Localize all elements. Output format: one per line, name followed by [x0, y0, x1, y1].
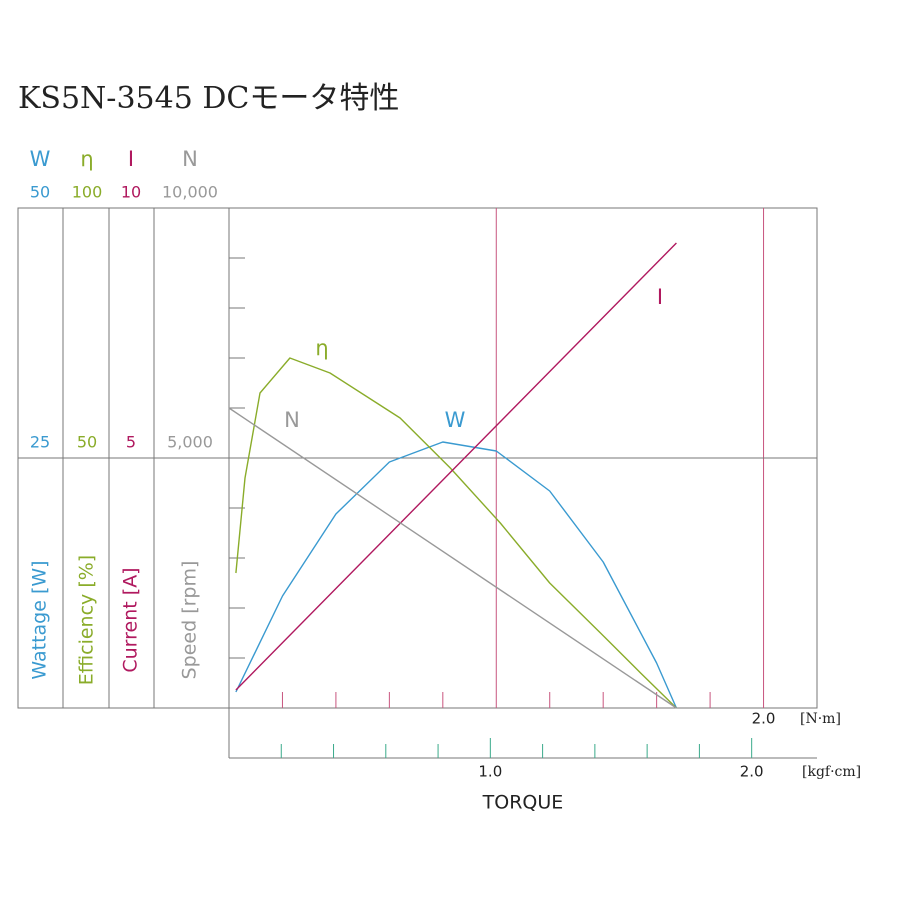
y-tick-label: 50 — [77, 433, 97, 452]
axis-label: Speed [rpm] — [179, 561, 201, 680]
series-line — [235, 441, 678, 709]
y-tick-label: 50 — [30, 183, 50, 202]
series-line — [235, 357, 677, 709]
chart-title: KS5N-3545 DCモータ特性 — [18, 81, 399, 116]
axis-symbol: η — [80, 147, 93, 171]
y-tick-label: 10 — [121, 183, 141, 202]
x-axis-label: TORQUE — [482, 792, 564, 814]
series-label: W — [445, 408, 466, 432]
axis-label: Efficiency [%] — [76, 555, 98, 685]
y-tick-label: 10,000 — [162, 183, 218, 202]
series-label: η — [315, 336, 328, 360]
series-label: I — [657, 285, 663, 309]
x-tick-label: 2.0 — [752, 710, 776, 728]
axis-symbol: W — [30, 147, 51, 171]
axis-symbol: N — [182, 147, 198, 171]
x-tick-label: 2.0 — [740, 763, 764, 781]
x-unit: [N·m] — [800, 711, 841, 727]
y-tick-label: 25 — [30, 433, 50, 452]
y-tick-label: 5,000 — [167, 433, 213, 452]
series-label: N — [284, 408, 300, 432]
axis-symbol: I — [128, 147, 134, 171]
axis-label: Wattage [W] — [29, 560, 51, 679]
y-tick-label: 5 — [126, 433, 136, 452]
series-line — [228, 407, 677, 709]
x-tick-label: 1.0 — [478, 763, 502, 781]
y-tick-label: 100 — [72, 183, 103, 202]
series-line — [235, 242, 677, 691]
axis-label: Current [A] — [120, 567, 142, 672]
x-unit: [kgf·cm] — [802, 764, 861, 780]
